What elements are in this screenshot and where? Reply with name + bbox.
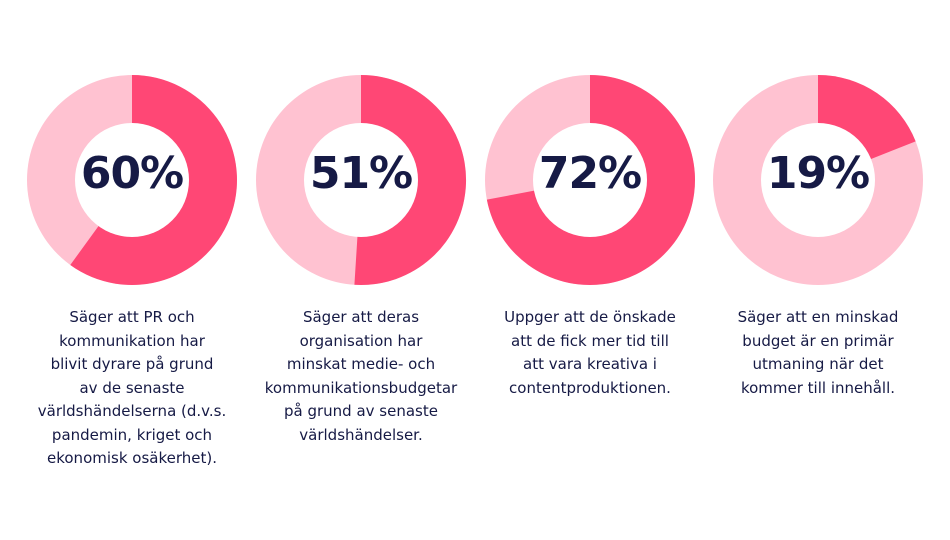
description-line: minskat medie- och — [286, 355, 436, 373]
donut-hole — [533, 123, 647, 237]
description-line: Säger att en minskad — [737, 308, 899, 326]
donut-chart-4 — [713, 75, 923, 285]
description-line: kommunikation har — [59, 331, 205, 350]
donut-hole — [75, 123, 189, 237]
stat-1-percentage: 60% — [80, 148, 184, 199]
description-line: budget är en primär — [742, 331, 894, 350]
description-line: på grund av senaste — [284, 402, 438, 420]
description-line: Säger att deras — [302, 308, 420, 326]
description-line: att vara kreativa i — [523, 355, 657, 373]
stat-3-description: Uppger att de önskade att de fick mer ti… — [475, 306, 705, 400]
stat-4-percentage: 19% — [766, 148, 870, 199]
description-line: Säger att PR och — [69, 308, 195, 326]
donut-chart-1 — [27, 75, 237, 285]
description-line: av de senaste — [79, 378, 185, 397]
description-line: ekonomisk osäkerhet). — [47, 449, 217, 467]
donut-hole — [304, 123, 418, 237]
stat-2-description: Säger att deras organisation har minskat… — [246, 306, 476, 447]
donut-chart-3 — [485, 75, 695, 285]
description-line: contentproduktionen. — [509, 378, 671, 397]
description-line: blivit dyrare på grund — [50, 355, 214, 373]
stat-3-percentage: 72% — [538, 148, 642, 199]
description-line: organisation har — [299, 331, 423, 350]
description-line: Uppger att de önskade — [504, 308, 676, 326]
stat-2-percentage: 51% — [309, 148, 413, 199]
description-line: utmaning när det — [752, 355, 884, 373]
description-line: kommunikationsbudgetar — [264, 378, 458, 397]
stat-4-description: Säger att en minskad budget är en primär… — [703, 306, 933, 400]
description-line: pandemin, kriget och — [51, 425, 213, 444]
description-line: att de fick mer tid till — [511, 331, 669, 350]
donut-hole — [761, 123, 875, 237]
description-line: världshändelser. — [299, 425, 423, 444]
description-line: kommer till innehåll. — [740, 378, 896, 397]
donut-chart-2 — [256, 74, 467, 285]
stat-1-description: Säger att PR och kommunikation har blivi… — [17, 306, 247, 471]
description-line: världshändelserna (d.v.s. — [37, 402, 227, 420]
